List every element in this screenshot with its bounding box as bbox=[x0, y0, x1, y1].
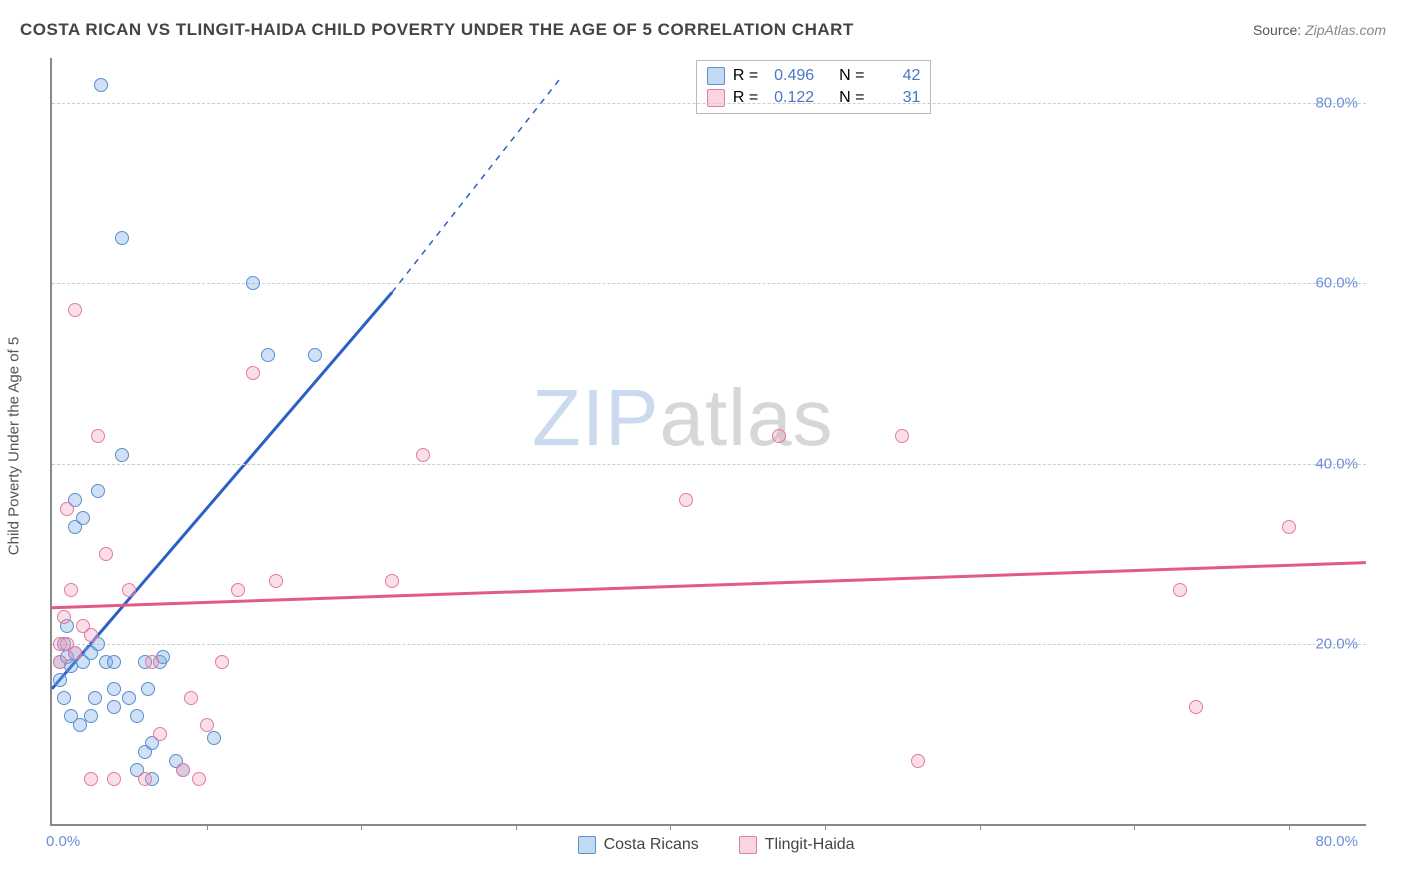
y-axis-tick: 20.0% bbox=[1315, 635, 1358, 652]
legend-label-costa-ricans: Costa Ricans bbox=[604, 836, 699, 854]
x-axis-tick-mark bbox=[516, 824, 517, 830]
scatter-point bbox=[57, 610, 71, 624]
scatter-point bbox=[60, 502, 74, 516]
scatter-point bbox=[115, 231, 129, 245]
gridline bbox=[52, 103, 1366, 104]
scatter-point bbox=[231, 583, 245, 597]
scatter-point bbox=[385, 574, 399, 588]
x-axis-tick-mark bbox=[980, 824, 981, 830]
x-axis-tick-mark bbox=[361, 824, 362, 830]
x-axis-tick-mark bbox=[670, 824, 671, 830]
legend-label-tlingit-haida: Tlingit-Haida bbox=[765, 836, 855, 854]
x-axis-tick-right: 80.0% bbox=[1315, 833, 1358, 850]
stats-row-tlingit-haida: R = 0.122 N = 31 bbox=[707, 87, 921, 109]
stat-N-label: N = bbox=[839, 67, 864, 85]
scatter-point bbox=[122, 691, 136, 705]
scatter-point bbox=[200, 718, 214, 732]
scatter-point bbox=[1173, 583, 1187, 597]
legend-item-costa-ricans: Costa Ricans bbox=[578, 836, 699, 854]
scatter-point bbox=[184, 691, 198, 705]
legend-bottom: Costa Ricans Tlingit-Haida bbox=[578, 836, 855, 854]
y-axis-label: Child Poverty Under the Age of 5 bbox=[6, 337, 23, 555]
legend-item-tlingit-haida: Tlingit-Haida bbox=[739, 836, 855, 854]
scatter-point bbox=[107, 655, 121, 669]
scatter-point bbox=[107, 772, 121, 786]
y-axis-tick: 40.0% bbox=[1315, 455, 1358, 472]
scatter-point bbox=[246, 276, 260, 290]
y-axis-tick: 80.0% bbox=[1315, 95, 1358, 112]
stats-row-costa-ricans: R = 0.496 N = 42 bbox=[707, 65, 921, 87]
x-axis-tick-mark bbox=[207, 824, 208, 830]
stat-N-tlingit-haida: 31 bbox=[872, 89, 920, 107]
scatter-point bbox=[99, 547, 113, 561]
source-label: Source: bbox=[1253, 22, 1301, 38]
scatter-point bbox=[246, 366, 260, 380]
scatter-point bbox=[115, 448, 129, 462]
x-axis-tick-left: 0.0% bbox=[46, 833, 80, 850]
stat-R-tlingit-haida: 0.122 bbox=[766, 89, 814, 107]
scatter-point bbox=[145, 655, 159, 669]
scatter-point bbox=[68, 303, 82, 317]
swatch-blue-icon bbox=[707, 67, 725, 85]
scatter-point bbox=[68, 646, 82, 660]
scatter-point bbox=[416, 448, 430, 462]
scatter-point bbox=[84, 709, 98, 723]
scatter-point bbox=[141, 682, 155, 696]
stat-R-label: R = bbox=[733, 67, 758, 85]
scatter-point bbox=[53, 655, 67, 669]
scatter-point bbox=[308, 348, 322, 362]
scatter-point bbox=[207, 731, 221, 745]
scatter-point bbox=[91, 484, 105, 498]
scatter-point bbox=[91, 429, 105, 443]
scatter-point bbox=[84, 772, 98, 786]
scatter-point bbox=[138, 772, 152, 786]
x-axis-tick-mark bbox=[1134, 824, 1135, 830]
scatter-point bbox=[895, 429, 909, 443]
scatter-point bbox=[76, 511, 90, 525]
scatter-point bbox=[122, 583, 136, 597]
scatter-point bbox=[53, 673, 67, 687]
scatter-point bbox=[269, 574, 283, 588]
scatter-point bbox=[911, 754, 925, 768]
scatter-point bbox=[107, 682, 121, 696]
source-attribution: Source: ZipAtlas.com bbox=[1253, 22, 1386, 38]
trend-lines-svg bbox=[52, 58, 1366, 824]
x-axis-tick-mark bbox=[825, 824, 826, 830]
scatter-point bbox=[1282, 520, 1296, 534]
scatter-point bbox=[192, 772, 206, 786]
scatter-point bbox=[1189, 700, 1203, 714]
gridline bbox=[52, 644, 1366, 645]
y-axis-tick: 60.0% bbox=[1315, 275, 1358, 292]
chart-title: COSTA RICAN VS TLINGIT-HAIDA CHILD POVER… bbox=[20, 20, 854, 40]
scatter-point bbox=[84, 628, 98, 642]
scatter-point bbox=[130, 709, 144, 723]
scatter-point bbox=[57, 691, 71, 705]
scatter-point bbox=[772, 429, 786, 443]
swatch-pink-icon bbox=[739, 836, 757, 854]
scatter-point bbox=[64, 583, 78, 597]
source-value: ZipAtlas.com bbox=[1305, 22, 1386, 38]
stat-R-label: R = bbox=[733, 89, 758, 107]
stat-R-costa-ricans: 0.496 bbox=[766, 67, 814, 85]
scatter-point bbox=[94, 78, 108, 92]
swatch-blue-icon bbox=[578, 836, 596, 854]
scatter-point bbox=[88, 691, 102, 705]
stat-N-costa-ricans: 42 bbox=[872, 67, 920, 85]
stat-N-label: N = bbox=[839, 89, 864, 107]
gridline bbox=[52, 464, 1366, 465]
scatter-point bbox=[176, 763, 190, 777]
trend-line-extrapolated bbox=[392, 76, 562, 292]
scatter-point bbox=[261, 348, 275, 362]
scatter-plot-area: ZIPatlas R = 0.496 N = 42 R = 0.122 N = … bbox=[50, 58, 1366, 826]
scatter-point bbox=[215, 655, 229, 669]
scatter-point bbox=[153, 727, 167, 741]
scatter-point bbox=[679, 493, 693, 507]
x-axis-tick-mark bbox=[1289, 824, 1290, 830]
stats-legend-box: R = 0.496 N = 42 R = 0.122 N = 31 bbox=[696, 60, 932, 114]
swatch-pink-icon bbox=[707, 89, 725, 107]
scatter-point bbox=[107, 700, 121, 714]
trend-line bbox=[52, 563, 1366, 608]
